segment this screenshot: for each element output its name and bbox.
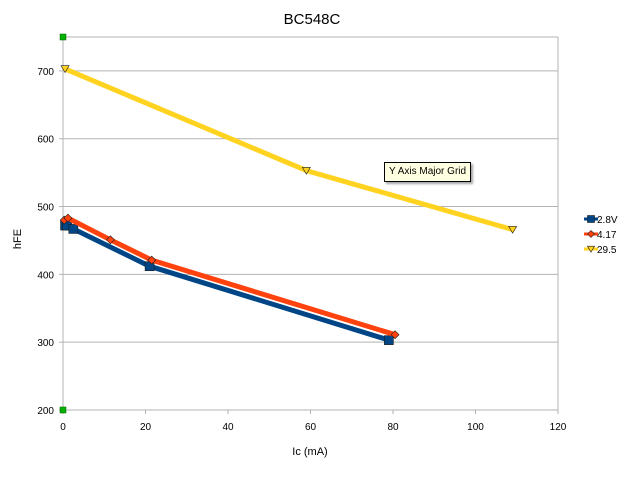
- data-point: [147, 255, 157, 265]
- y-tick-label: 500: [37, 203, 54, 214]
- x-tick-label: 40: [222, 422, 234, 433]
- series-line: [62, 66, 516, 233]
- series-2: [59, 213, 400, 340]
- legend-label: 4.17: [597, 230, 617, 241]
- data-point: [390, 330, 400, 340]
- marker-layer: [59, 33, 67, 414]
- legend[interactable]: 2.8V 4.17 29.5: [584, 215, 618, 256]
- legend-label: 2.8V: [597, 215, 618, 226]
- x-tick-label: 80: [387, 422, 399, 433]
- data-point: [106, 235, 115, 245]
- legend-item[interactable]: 4.17: [584, 230, 617, 241]
- x-axis-label: Ic (mA): [292, 446, 327, 458]
- legend-item[interactable]: 2.8V: [584, 215, 618, 226]
- data-point: [301, 167, 311, 175]
- y-tick-label: 700: [37, 67, 54, 78]
- data-point: [508, 226, 518, 234]
- y-tick-label: 400: [37, 270, 54, 281]
- legend-marker: [587, 215, 595, 223]
- green-marker-point: [59, 33, 67, 41]
- y-tick-label: 300: [37, 338, 54, 349]
- x-tick-label: 60: [305, 422, 317, 433]
- grid-layer: [63, 36, 559, 410]
- legend-marker: [587, 230, 595, 238]
- x-tick-label: 20: [140, 422, 152, 433]
- series-line: [61, 215, 398, 338]
- data-point: [68, 224, 79, 234]
- series-1: [60, 220, 394, 345]
- axis-layer: 200 300 400 500 600 700 0 20 40 60 80 100 120: [37, 37, 567, 433]
- series-3: [60, 65, 518, 234]
- legend-label: 29.5: [597, 245, 617, 256]
- x-tick-label: 100: [467, 422, 484, 433]
- x-tick-label: 0: [60, 422, 66, 433]
- y-tick-label: 200: [37, 406, 54, 417]
- y-axis-label: hFE: [12, 229, 24, 249]
- series-layer: [59, 65, 518, 345]
- data-point: [384, 335, 394, 345]
- data-point: [63, 213, 73, 223]
- y-tick-label: 600: [37, 135, 54, 146]
- chart-title: BC548C: [284, 11, 341, 28]
- tooltip-y-axis-major-grid: Y Axis Major Grid: [384, 162, 472, 182]
- data-point: [60, 65, 70, 74]
- legend-marker: [586, 245, 596, 253]
- green-marker-point: [59, 406, 67, 414]
- x-tick-label: 120: [550, 422, 567, 433]
- legend-item[interactable]: 29.5: [584, 245, 617, 256]
